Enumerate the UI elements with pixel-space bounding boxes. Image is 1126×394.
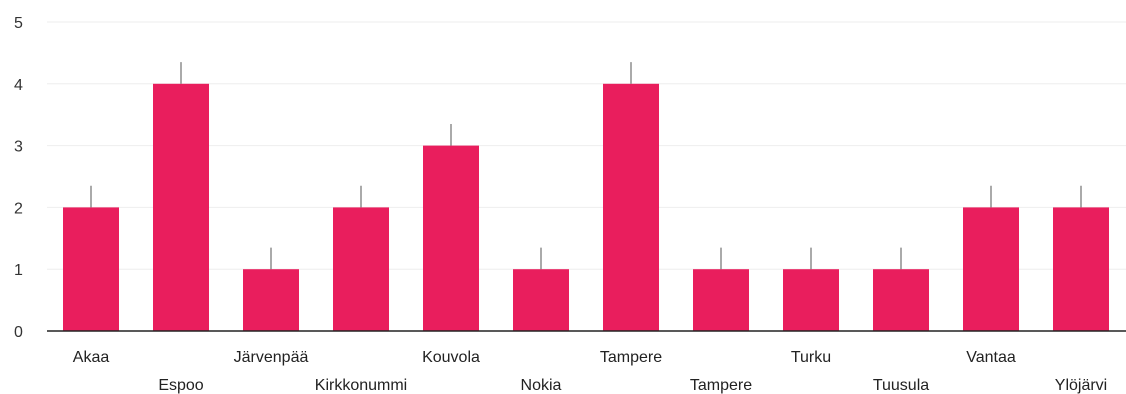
bar-9 <box>873 269 929 331</box>
bar-1 <box>153 83 209 331</box>
bar-3 <box>333 207 389 331</box>
x-tick-label: Kirkkonummi <box>315 377 407 394</box>
y-tick-label: 1 <box>14 262 23 279</box>
y-tick-label: 3 <box>14 139 23 156</box>
bar-6 <box>603 83 659 331</box>
bar-2 <box>243 269 299 331</box>
bar-7 <box>693 269 749 331</box>
gridlines <box>47 21 1126 270</box>
x-tick-label: Kouvola <box>422 349 480 366</box>
y-tick-label: 5 <box>14 15 23 32</box>
x-tick-label: Nokia <box>521 377 562 394</box>
x-tick-label: Tampere <box>690 377 752 394</box>
x-tick-label: Tampere <box>600 349 662 366</box>
x-tick-label: Espoo <box>158 377 203 394</box>
bar-8 <box>783 269 839 331</box>
bar-5 <box>513 269 569 331</box>
x-tick-label: Ylöjärvi <box>1055 377 1107 394</box>
x-tick-label: Turku <box>791 349 831 366</box>
bar-0 <box>63 207 119 331</box>
y-tick-label: 0 <box>14 324 23 341</box>
y-tick-label: 4 <box>14 77 23 94</box>
bar-4 <box>423 145 479 331</box>
x-tick-label: Akaa <box>73 349 110 366</box>
x-tick-label: Vantaa <box>966 349 1016 366</box>
x-axis-labels: Akaa Espoo Järvenpää Kirkkonummi Kouvola Noki… <box>73 349 1107 394</box>
bar-10 <box>963 207 1019 331</box>
bars <box>63 83 1109 331</box>
error-caps <box>90 62 1082 270</box>
bar-11 <box>1053 207 1109 331</box>
x-tick-label: Järvenpää <box>234 349 309 366</box>
y-axis-ticks: 0 1 2 3 4 5 <box>14 15 23 341</box>
x-tick-label: Tuusula <box>873 377 929 394</box>
y-tick-label: 2 <box>14 200 23 217</box>
